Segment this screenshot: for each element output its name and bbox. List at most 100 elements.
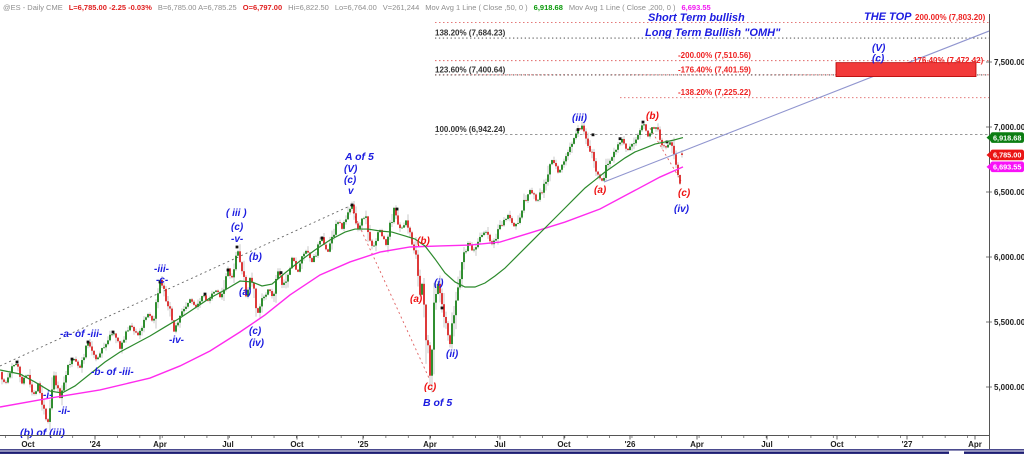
candle-body — [349, 208, 351, 213]
candle-body — [521, 210, 523, 218]
wave-annotation: -b- of -iii- — [91, 367, 134, 378]
pivot-dot — [618, 137, 622, 141]
last-price-label: L=6,785.00 -2.25 -0.03% — [68, 2, 152, 12]
candle-body — [345, 219, 347, 223]
candle-body — [563, 161, 565, 165]
candle-body — [35, 391, 37, 394]
candle-body — [499, 224, 501, 230]
candle-body — [405, 220, 407, 226]
candle-body — [113, 333, 115, 335]
candle-body — [351, 204, 353, 209]
horizontal-scrollbar[interactable] — [0, 449, 1024, 454]
candle-body — [37, 383, 39, 392]
high-label: Hi=6,822.50 — [288, 2, 329, 12]
fib-level-label: 176.40% (7,472.42) — [913, 56, 984, 65]
candle-body — [461, 262, 463, 280]
pivot-dot — [158, 280, 162, 284]
candle-body — [297, 269, 299, 272]
candle-body — [437, 283, 439, 295]
candle-body — [79, 365, 81, 368]
candle-body — [211, 293, 213, 299]
candle-body — [463, 252, 465, 263]
candle-body — [505, 218, 507, 220]
candle-body — [383, 236, 385, 240]
candle-body — [567, 152, 569, 157]
candle-body — [245, 276, 247, 297]
badge-text: 6,918.68 — [993, 133, 1021, 142]
candle-body — [547, 174, 549, 182]
scrollbar-bar-left[interactable] — [0, 451, 949, 454]
candle-body — [43, 404, 45, 409]
candle-body — [373, 245, 375, 247]
candle-body — [91, 346, 93, 351]
x-tick-label: Apr — [690, 440, 704, 449]
candle-body — [167, 301, 169, 307]
wave-annotation: -iii- — [154, 264, 170, 275]
fib-level-label: 200.00% (7,803.20) — [915, 13, 986, 22]
candle-body — [663, 145, 665, 147]
ma50-value: 6,918.68 — [533, 2, 563, 12]
wave-annotation: v — [348, 186, 355, 197]
candle-body — [435, 294, 437, 303]
candle-body — [419, 275, 421, 295]
candle-body — [117, 337, 119, 342]
scrollbar-track-line — [0, 449, 1024, 451]
candle-body — [315, 255, 317, 257]
candle-body — [537, 199, 539, 201]
candle-body — [45, 408, 47, 420]
x-tick-label: '26 — [625, 440, 636, 449]
x-tick-label: Apr — [968, 440, 982, 449]
candle-body — [207, 300, 209, 302]
ma200-value: 6,693.55 — [681, 2, 711, 12]
scrollbar-bar-right[interactable] — [964, 451, 1024, 454]
fib-level-label: -138.20% (7,225.22) — [678, 88, 751, 97]
wave-annotation: (c) — [872, 54, 885, 65]
candle-body — [645, 124, 647, 131]
candle-body — [259, 306, 261, 313]
candle-body — [333, 234, 335, 237]
wave-annotation: (c) — [249, 326, 262, 337]
pivot-dot — [235, 245, 239, 249]
candle-body — [665, 146, 667, 148]
candle-body — [361, 218, 363, 226]
candle-body — [293, 257, 295, 261]
candle-body — [603, 177, 605, 181]
candle-body — [421, 283, 423, 295]
candle-body — [597, 171, 599, 175]
candle-body — [55, 375, 57, 386]
candle-body — [17, 364, 19, 367]
candle-body — [487, 231, 489, 235]
candle-body — [601, 178, 603, 181]
axes-group: 7,500.00 7,000.00 6,500.00 6,000.00 5,500.00… — [0, 14, 1024, 449]
candle-body — [303, 253, 305, 257]
candle-body — [649, 133, 651, 137]
candle-body — [339, 222, 341, 224]
candle-body — [529, 190, 531, 195]
candle-body — [471, 244, 473, 251]
candle-body — [127, 330, 129, 332]
candle-body — [307, 250, 309, 253]
candle-body — [467, 242, 469, 252]
candle-body — [145, 317, 147, 320]
candle-body — [181, 311, 183, 316]
candle-body — [673, 145, 675, 155]
candle-body — [265, 294, 267, 297]
candle-body — [253, 282, 255, 289]
candle-body — [503, 219, 505, 226]
candle-body — [125, 331, 127, 340]
candle-body — [357, 223, 359, 230]
candle-body — [21, 376, 23, 384]
candle-body — [195, 304, 197, 307]
candle-body — [385, 239, 387, 245]
candle-body — [633, 143, 635, 145]
candle-body — [353, 204, 355, 214]
candle-body — [583, 125, 585, 132]
candle-body — [223, 289, 225, 294]
candle-body — [545, 181, 547, 184]
candle-body — [479, 236, 481, 242]
y-tick-label: 7,000.00 — [994, 123, 1024, 132]
x-tick-label: '25 — [358, 440, 369, 449]
y-tick-label: 7,500.00 — [994, 58, 1024, 67]
